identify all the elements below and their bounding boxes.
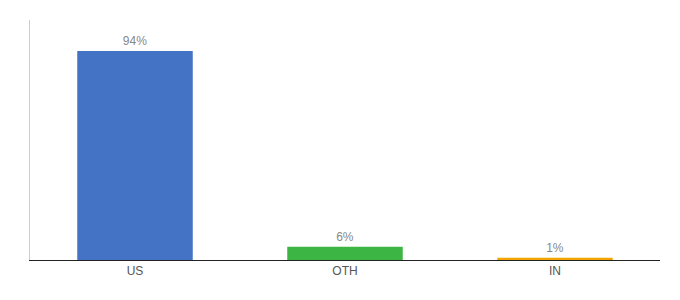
svg-text:94%: 94% (123, 34, 147, 48)
svg-text:OTH: OTH (332, 264, 357, 278)
svg-text:US: US (127, 264, 144, 278)
svg-text:1%: 1% (546, 241, 564, 255)
svg-text:6%: 6% (336, 230, 354, 244)
svg-text:IN: IN (549, 264, 561, 278)
